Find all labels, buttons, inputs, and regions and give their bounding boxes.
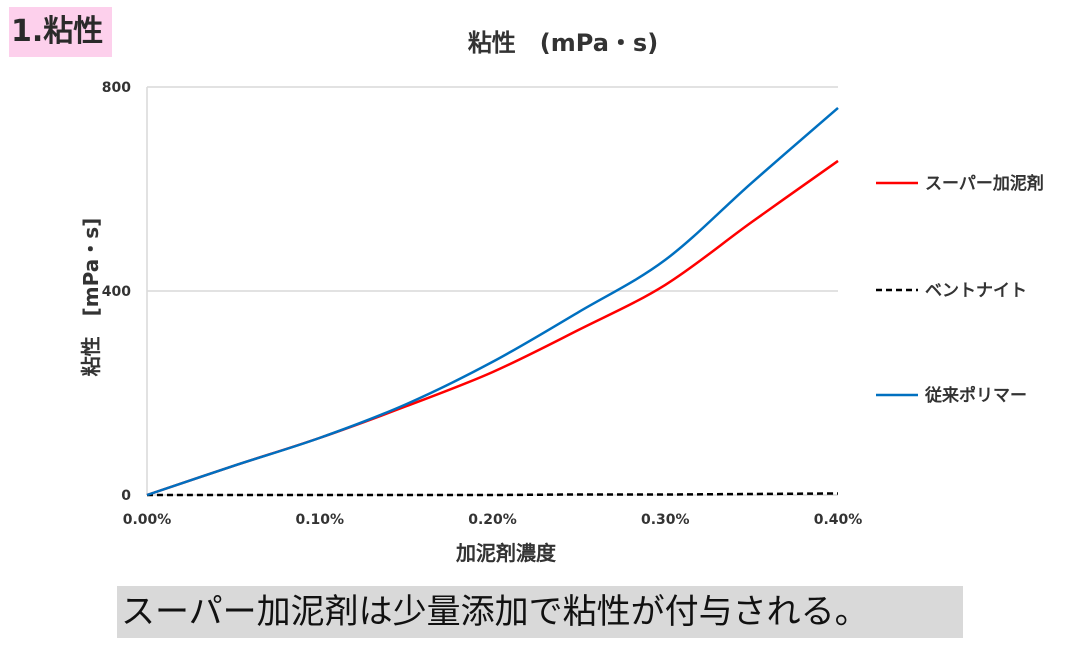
x-axis-label: 加泥剤濃度: [455, 541, 557, 565]
caption: スーパー加泥剤は少量添加で粘性が付与される。: [117, 586, 963, 638]
x-tick-label: 0.30%: [641, 512, 690, 528]
x-tick-label: 0.20%: [468, 512, 517, 528]
chart-title: 粘性 (mPa・s): [468, 29, 658, 57]
legend-label: スーパー加泥剤: [925, 173, 1044, 194]
legend-label: ベントナイト: [925, 281, 1027, 301]
legend-label: 従来ポリマー: [924, 385, 1027, 406]
x-tick-label: 0.40%: [814, 512, 863, 528]
x-tick-label: 0.10%: [295, 512, 344, 528]
y-tick-label: 800: [102, 80, 131, 96]
y-tick-label: 0: [121, 488, 131, 504]
section-label: 1.粘性: [9, 7, 112, 57]
y-axis-label: 粘性 [mPa・s]: [79, 218, 103, 377]
series-line: [147, 492, 839, 497]
x-tick-label: 0.00%: [123, 512, 172, 528]
series-line: [146, 106, 839, 497]
y-tick-label: 400: [102, 284, 131, 300]
series-line: [146, 159, 839, 497]
